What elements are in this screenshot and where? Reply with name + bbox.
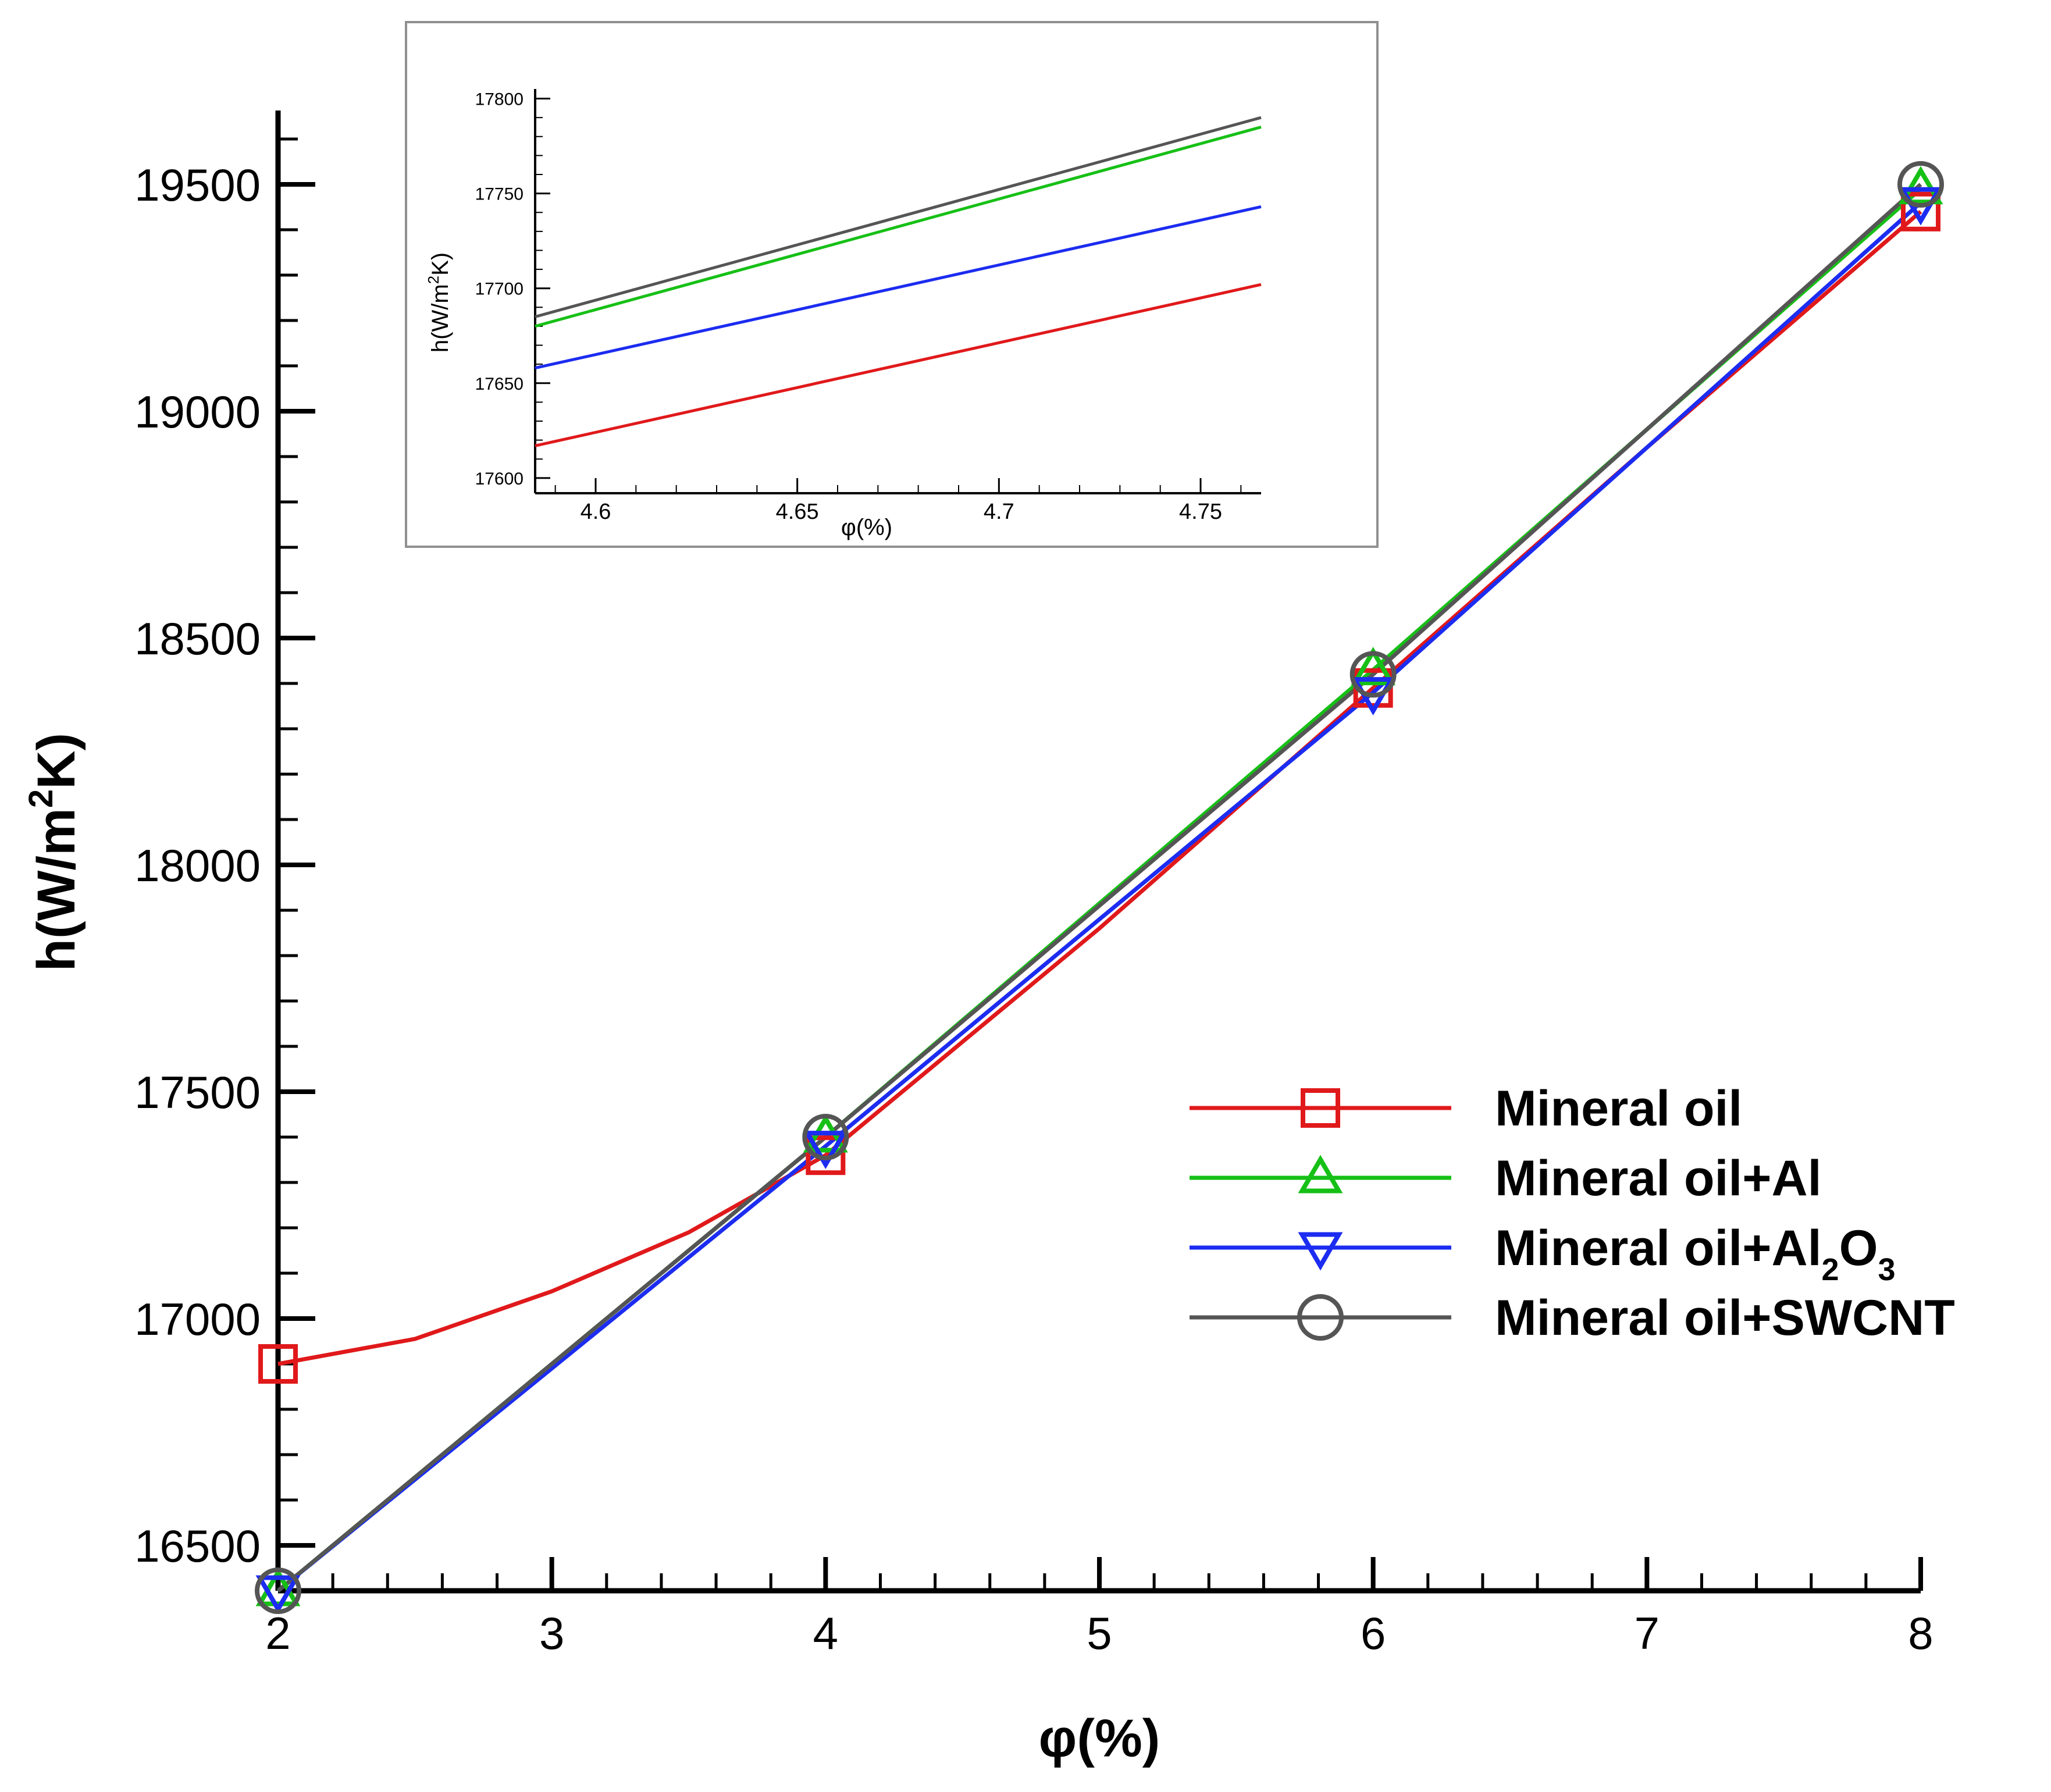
x-tick-label: 5	[1087, 1608, 1112, 1659]
y-axis-title: h(W/m2K)	[22, 733, 86, 971]
legend-marker	[1298, 1155, 1343, 1194]
inset-chart: 4.6 4.65 4.7 4.75 17600 17650 17700 17750 17800 φ…	[405, 21, 1379, 548]
data-point	[803, 1131, 848, 1170]
y-tick-label: 16500	[134, 1520, 261, 1572]
legend-label-text: Mineral oil+Al	[1495, 1150, 1822, 1206]
y-tick-label: 19000	[134, 386, 261, 437]
inset-frame	[405, 21, 1379, 548]
legend-marker	[1297, 1294, 1344, 1341]
main-axes: 2 3 4 5 6 7 8 16500 17000 17500 18000 18500 19000 195…	[134, 111, 1934, 1659]
y-tick-label: 18500	[134, 613, 261, 664]
legend-marker	[1298, 1232, 1343, 1271]
y-axis-title-text: K)	[27, 733, 86, 789]
inset-series-line-mineral-oil	[535, 283, 1262, 447]
inset-x-tick-label: 4.7	[984, 500, 1014, 524]
x-tick-label: 7	[1635, 1608, 1660, 1659]
data-point	[1901, 191, 1940, 231]
data-point	[258, 1344, 298, 1384]
data-point	[1898, 166, 1943, 205]
inset-y-tick-label: 17650	[475, 375, 524, 394]
legend-label-text: Mineral oil+SWCNT	[1495, 1290, 1955, 1346]
y-tick-label: 18000	[134, 840, 261, 891]
data-point	[1351, 647, 1396, 686]
inset-y-tick-label: 17600	[475, 469, 524, 489]
inset-y-axis-title-text: h(W/m	[428, 284, 453, 352]
y-tick-label: 19500	[134, 159, 261, 211]
legend-subscript: 3	[1878, 1252, 1895, 1287]
legend-label-text: Mineral oil	[1495, 1081, 1742, 1137]
data-point	[1897, 161, 1944, 208]
data-point	[1349, 651, 1397, 698]
series-line-mineral-oil-al2o3	[276, 201, 1922, 1593]
data-point	[806, 1135, 846, 1175]
inset-x-tick-label: 4.65	[776, 500, 819, 524]
x-tick-label: 6	[1361, 1608, 1386, 1659]
inset-y-tick-label: 17700	[475, 280, 524, 299]
main-markers-group	[255, 161, 1944, 1614]
y-tick-label: 17000	[134, 1294, 261, 1345]
inset-y-axis-title-superscript: 2	[425, 276, 442, 284]
inset-series-line-mineral-oil-al	[535, 126, 1262, 328]
axis-titles: φ(%)h(W/m2K)	[22, 733, 1160, 1768]
inset-series-line-mineral-oil-al2o3	[535, 205, 1262, 370]
inset-x-tick-label: 4.6	[581, 500, 611, 524]
inset-y-tick-label: 17800	[475, 90, 524, 109]
legend-label: Mineral oil	[1495, 1081, 1742, 1137]
data-point	[255, 1567, 301, 1614]
inset-y-axis-title-text: K)	[428, 252, 453, 276]
main-series-group	[276, 183, 1922, 1593]
data-point	[255, 1575, 301, 1614]
x-tick-label: 2	[265, 1608, 290, 1659]
legend-label: Mineral oil+Al2O3	[1495, 1220, 1896, 1287]
legend-marker	[1301, 1088, 1340, 1128]
inset-y-axis-title: h(W/m2K)	[425, 252, 453, 352]
y-tick-label: 17500	[134, 1067, 261, 1118]
data-point	[802, 1114, 849, 1160]
inset-x-tick-label: 4.75	[1179, 500, 1222, 524]
data-point	[255, 1567, 301, 1606]
legend-label-text: O	[1839, 1220, 1878, 1276]
y-axis-title-text: h(W/m	[27, 808, 86, 971]
x-axis-title: φ(%)	[1039, 1709, 1160, 1768]
x-tick-label: 4	[813, 1608, 838, 1659]
inset-x-axis-title: φ(%)	[841, 515, 892, 540]
legend-label-text: Mineral oil+Al	[1495, 1220, 1822, 1276]
y-axis-title-superscript: 2	[22, 789, 60, 808]
series-line-mineral-oil-swcnt	[276, 183, 1922, 1593]
x-tick-label: 3	[539, 1608, 564, 1659]
legend-subscript: 2	[1822, 1252, 1839, 1287]
inset-y-tick-label: 17750	[475, 185, 524, 204]
legend-label: Mineral oil+Al	[1495, 1150, 1822, 1206]
x-tick-label: 8	[1908, 1608, 1933, 1659]
legend-label: Mineral oil+SWCNT	[1495, 1290, 1955, 1346]
inset-series-line-mineral-oil-swcnt	[535, 116, 1262, 319]
